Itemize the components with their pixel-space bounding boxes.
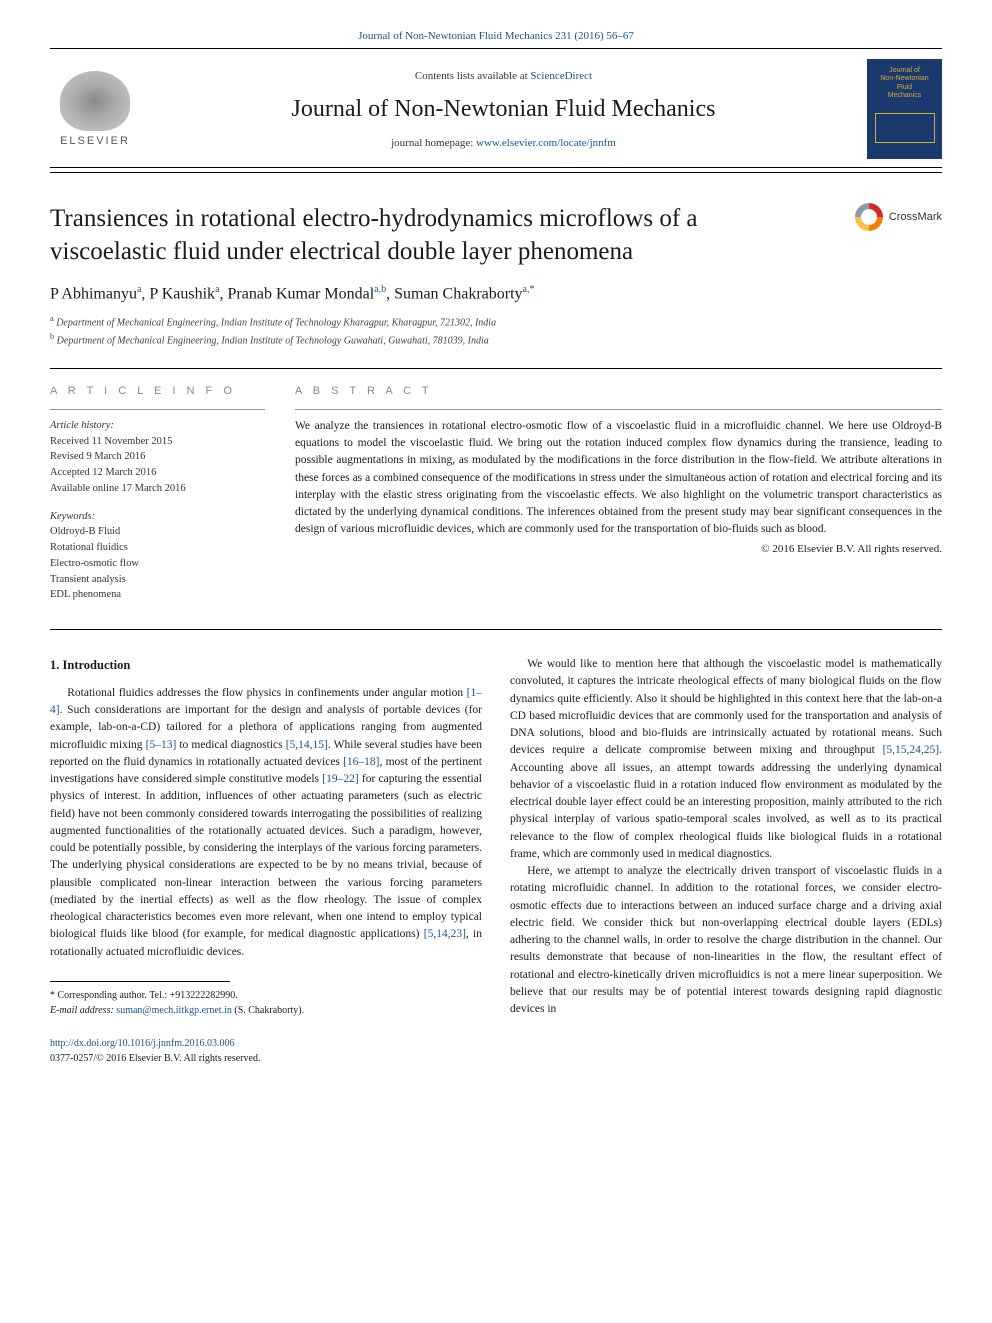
cover-thumb-box xyxy=(875,113,935,143)
history-revised: Revised 9 March 2016 xyxy=(50,449,265,465)
p1-text: for capturing the essential physics of i… xyxy=(50,773,482,940)
corresponding-author-footnote: * Corresponding author. Tel.: +913222282… xyxy=(50,988,482,1018)
journal-name: Journal of Non-Newtonian Fluid Mechanics xyxy=(140,96,867,123)
ref-link[interactable]: [5–13] xyxy=(146,739,177,751)
history-online: Available online 17 March 2016 xyxy=(50,481,265,497)
page-footer: http://dx.doi.org/10.1016/j.jnnfm.2016.0… xyxy=(50,1036,942,1066)
corresponding-email-link[interactable]: suman@mech.iitkgp.ernet.in xyxy=(116,1005,232,1016)
top-rule xyxy=(50,48,942,49)
crossmark-badge[interactable]: CrossMark xyxy=(855,203,942,231)
issn-copyright-line: 0377-0257/© 2016 Elsevier B.V. All right… xyxy=(50,1051,942,1066)
cover-line-1: Journal of xyxy=(889,67,920,74)
publisher-logo: ELSEVIER xyxy=(50,62,140,157)
keywords-block: Keywords: Oldroyd-B Fluid Rotational flu… xyxy=(50,509,265,604)
homepage-prefix: journal homepage: xyxy=(391,137,476,149)
p2-text: . Accounting above all issues, an attemp… xyxy=(510,744,942,860)
footnote-rule xyxy=(50,981,230,982)
body-column-left: 1. Introduction Rotational fluidics addr… xyxy=(50,656,482,1018)
contents-available-line: Contents lists available at ScienceDirec… xyxy=(140,70,867,82)
abstract-text: We analyze the transiences in rotational… xyxy=(295,409,942,539)
abstract-copyright: © 2016 Elsevier B.V. All rights reserved… xyxy=(295,543,942,555)
keyword: Transient analysis xyxy=(50,572,265,588)
body-column-right: We would like to mention here that altho… xyxy=(510,656,942,1018)
journal-homepage-line: journal homepage: www.elsevier.com/locat… xyxy=(140,137,867,149)
post-abstract-rule xyxy=(50,629,942,630)
keyword: Rotational fluidics xyxy=(50,540,265,556)
banner-bottom-rule xyxy=(50,172,942,173)
doi-link[interactable]: http://dx.doi.org/10.1016/j.jnnfm.2016.0… xyxy=(50,1038,235,1049)
article-history-block: Article history: Received 11 November 20… xyxy=(50,409,265,497)
cover-line-4: Mechanics xyxy=(888,92,921,99)
abstract-column: A B S T R A C T We analyze the transienc… xyxy=(295,385,942,615)
ref-link[interactable]: [19–22] xyxy=(322,773,358,785)
crossmark-label: CrossMark xyxy=(889,211,942,223)
ref-link[interactable]: [5,14,23] xyxy=(424,928,466,940)
crossmark-icon xyxy=(855,203,883,231)
journal-cover-thumbnail: Journal of Non-Newtonian Fluid Mechanics xyxy=(867,59,942,159)
keywords-label: Keywords: xyxy=(50,509,265,525)
article-history-label: Article history: xyxy=(50,418,265,434)
p1-text: Rotational fluidics addresses the flow p… xyxy=(67,687,466,699)
affiliations: a Department of Mechanical Engineering, … xyxy=(50,313,942,348)
article-info-heading: A R T I C L E I N F O xyxy=(50,385,265,397)
journal-homepage-link[interactable]: www.elsevier.com/locate/jnnfm xyxy=(476,137,616,149)
journal-banner: ELSEVIER Contents lists available at Sci… xyxy=(50,59,942,168)
affil-text: Department of Mechanical Engineering, In… xyxy=(56,318,496,329)
cover-line-2: Non-Newtonian xyxy=(880,75,928,82)
journal-banner-center: Contents lists available at ScienceDirec… xyxy=(140,70,867,149)
section-number: 1. xyxy=(50,658,59,672)
intro-paragraph-2: We would like to mention here that altho… xyxy=(510,656,942,863)
cover-line-3: Fluid xyxy=(897,84,912,91)
ref-link[interactable]: [16–18] xyxy=(343,756,379,768)
intro-paragraph-1: Rotational fluidics addresses the flow p… xyxy=(50,685,482,961)
contents-prefix: Contents lists available at xyxy=(415,70,530,82)
affil-marker: b xyxy=(50,332,54,341)
affil-text: Department of Mechanical Engineering, In… xyxy=(57,335,489,346)
p2-text: We would like to mention here that altho… xyxy=(510,658,942,756)
article-title: Transiences in rotational electro-hydrod… xyxy=(50,203,810,268)
section-title: Introduction xyxy=(63,658,131,672)
affiliation-b: b Department of Mechanical Engineering, … xyxy=(50,331,942,348)
email-label: E-mail address: xyxy=(50,1005,116,1016)
keyword: Electro-osmotic flow xyxy=(50,556,265,572)
ref-link[interactable]: [5,15,24,25] xyxy=(883,744,940,756)
running-head: Journal of Non-Newtonian Fluid Mechanics… xyxy=(50,30,942,42)
elsevier-tree-icon xyxy=(60,71,130,131)
affil-marker: a xyxy=(50,314,54,323)
p1-text: to medical diagnostics xyxy=(176,739,285,751)
sciencedirect-link[interactable]: ScienceDirect xyxy=(530,70,592,82)
history-received: Received 11 November 2015 xyxy=(50,434,265,450)
history-accepted: Accepted 12 March 2016 xyxy=(50,465,265,481)
affiliation-a: a Department of Mechanical Engineering, … xyxy=(50,313,942,330)
keyword: EDL phenomena xyxy=(50,587,265,603)
corresponding-line: * Corresponding author. Tel.: +913222282… xyxy=(50,988,482,1003)
article-info-sidebar: A R T I C L E I N F O Article history: R… xyxy=(50,385,265,615)
ref-link[interactable]: [5,14,15] xyxy=(286,739,328,751)
abstract-heading: A B S T R A C T xyxy=(295,385,942,397)
section-heading-introduction: 1. Introduction xyxy=(50,656,482,675)
author-list: P Abhimanyua, P Kaushika, Pranab Kumar M… xyxy=(50,284,942,303)
keyword: Oldroyd-B Fluid xyxy=(50,524,265,540)
email-suffix: (S. Chakraborty). xyxy=(232,1005,304,1016)
publisher-logo-text: ELSEVIER xyxy=(60,135,130,147)
intro-paragraph-3: Here, we attempt to analyze the electric… xyxy=(510,863,942,1018)
body-two-column: 1. Introduction Rotational fluidics addr… xyxy=(50,656,942,1018)
